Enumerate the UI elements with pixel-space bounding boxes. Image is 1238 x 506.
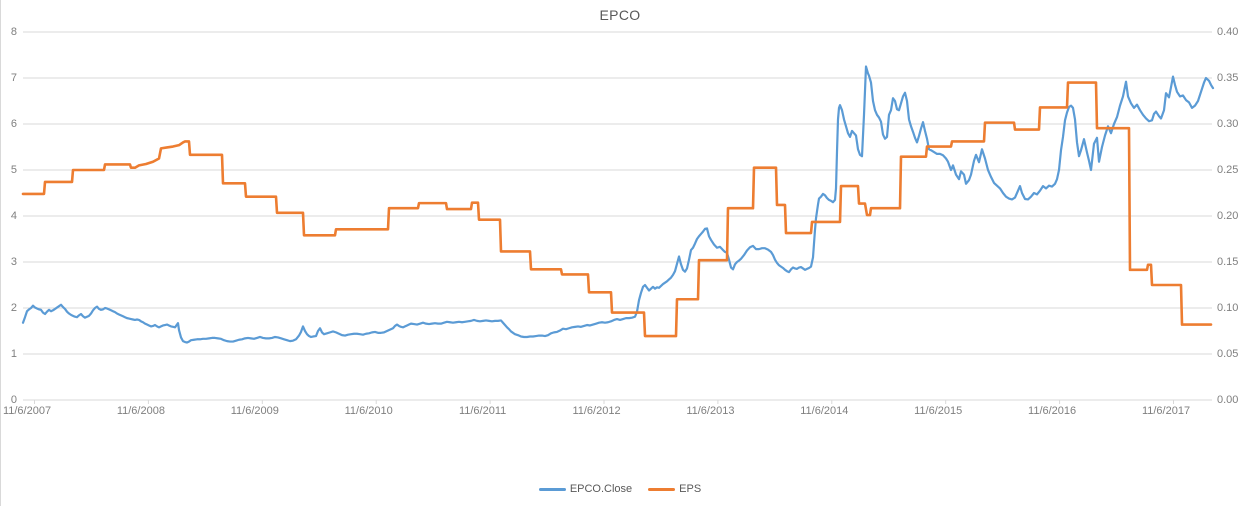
y-right-tick-label: 0.05 — [1217, 348, 1238, 360]
y-left-tick-label: 7 — [10, 72, 17, 84]
y-left-tick-label: 2 — [10, 302, 17, 314]
legend-label: EPS — [679, 483, 702, 495]
y-left-tick-label: 6 — [10, 118, 17, 130]
x-tick-label: 11/6/2008 — [116, 405, 165, 417]
legend-item-eps: EPS — [648, 483, 701, 495]
series-line-eps — [21, 81, 1213, 338]
chart-title: EPCO — [599, 7, 641, 23]
y-left-tick-label: 5 — [10, 164, 17, 176]
y-right-tick-label: 0.30 — [1217, 118, 1238, 130]
chart-legend: EPCO.Close EPS — [1, 483, 1238, 495]
legend-line-swatch-blue — [538, 487, 566, 491]
y-right-tick-label: 0.10 — [1217, 302, 1238, 314]
x-tick-label: 11/6/2016 — [1028, 405, 1077, 417]
y-left-tick-label: 4 — [10, 210, 17, 222]
y-right-tick-label: 0.15 — [1217, 256, 1238, 268]
y-left-tick-label: 8 — [10, 26, 17, 38]
x-tick-label: 11/6/2010 — [344, 405, 393, 417]
x-tick-label: 11/6/2015 — [914, 405, 963, 417]
legend-item-epco-close: EPCO.Close — [538, 483, 633, 495]
y-left-tick-label: 3 — [10, 256, 17, 268]
y-right-tick-label: 0.00 — [1217, 394, 1238, 406]
x-tick-label: 11/6/2012 — [572, 405, 621, 417]
y-right-tick-label: 0.40 — [1217, 26, 1238, 38]
y-right-tick-label: 0.35 — [1217, 72, 1238, 84]
y-right-tick-label: 0.25 — [1217, 164, 1238, 176]
legend-line-swatch-orange — [648, 487, 676, 491]
legend-label: EPCO.Close — [569, 483, 633, 495]
x-tick-label: 11/6/2014 — [800, 405, 849, 417]
x-tick-label: 11/6/2009 — [230, 405, 279, 417]
y-left-tick-label: 1 — [10, 348, 17, 360]
x-tick-label: 11/6/2013 — [686, 405, 735, 417]
series-line-epco-close — [21, 65, 1215, 344]
y-right-tick-label: 0.20 — [1217, 210, 1238, 222]
x-tick-label: 11/6/2007 — [2, 405, 52, 417]
x-tick-label: 11/6/2017 — [1141, 405, 1191, 417]
y-left-tick-label: 0 — [10, 394, 17, 406]
x-tick-label: 11/6/2011 — [458, 405, 507, 417]
